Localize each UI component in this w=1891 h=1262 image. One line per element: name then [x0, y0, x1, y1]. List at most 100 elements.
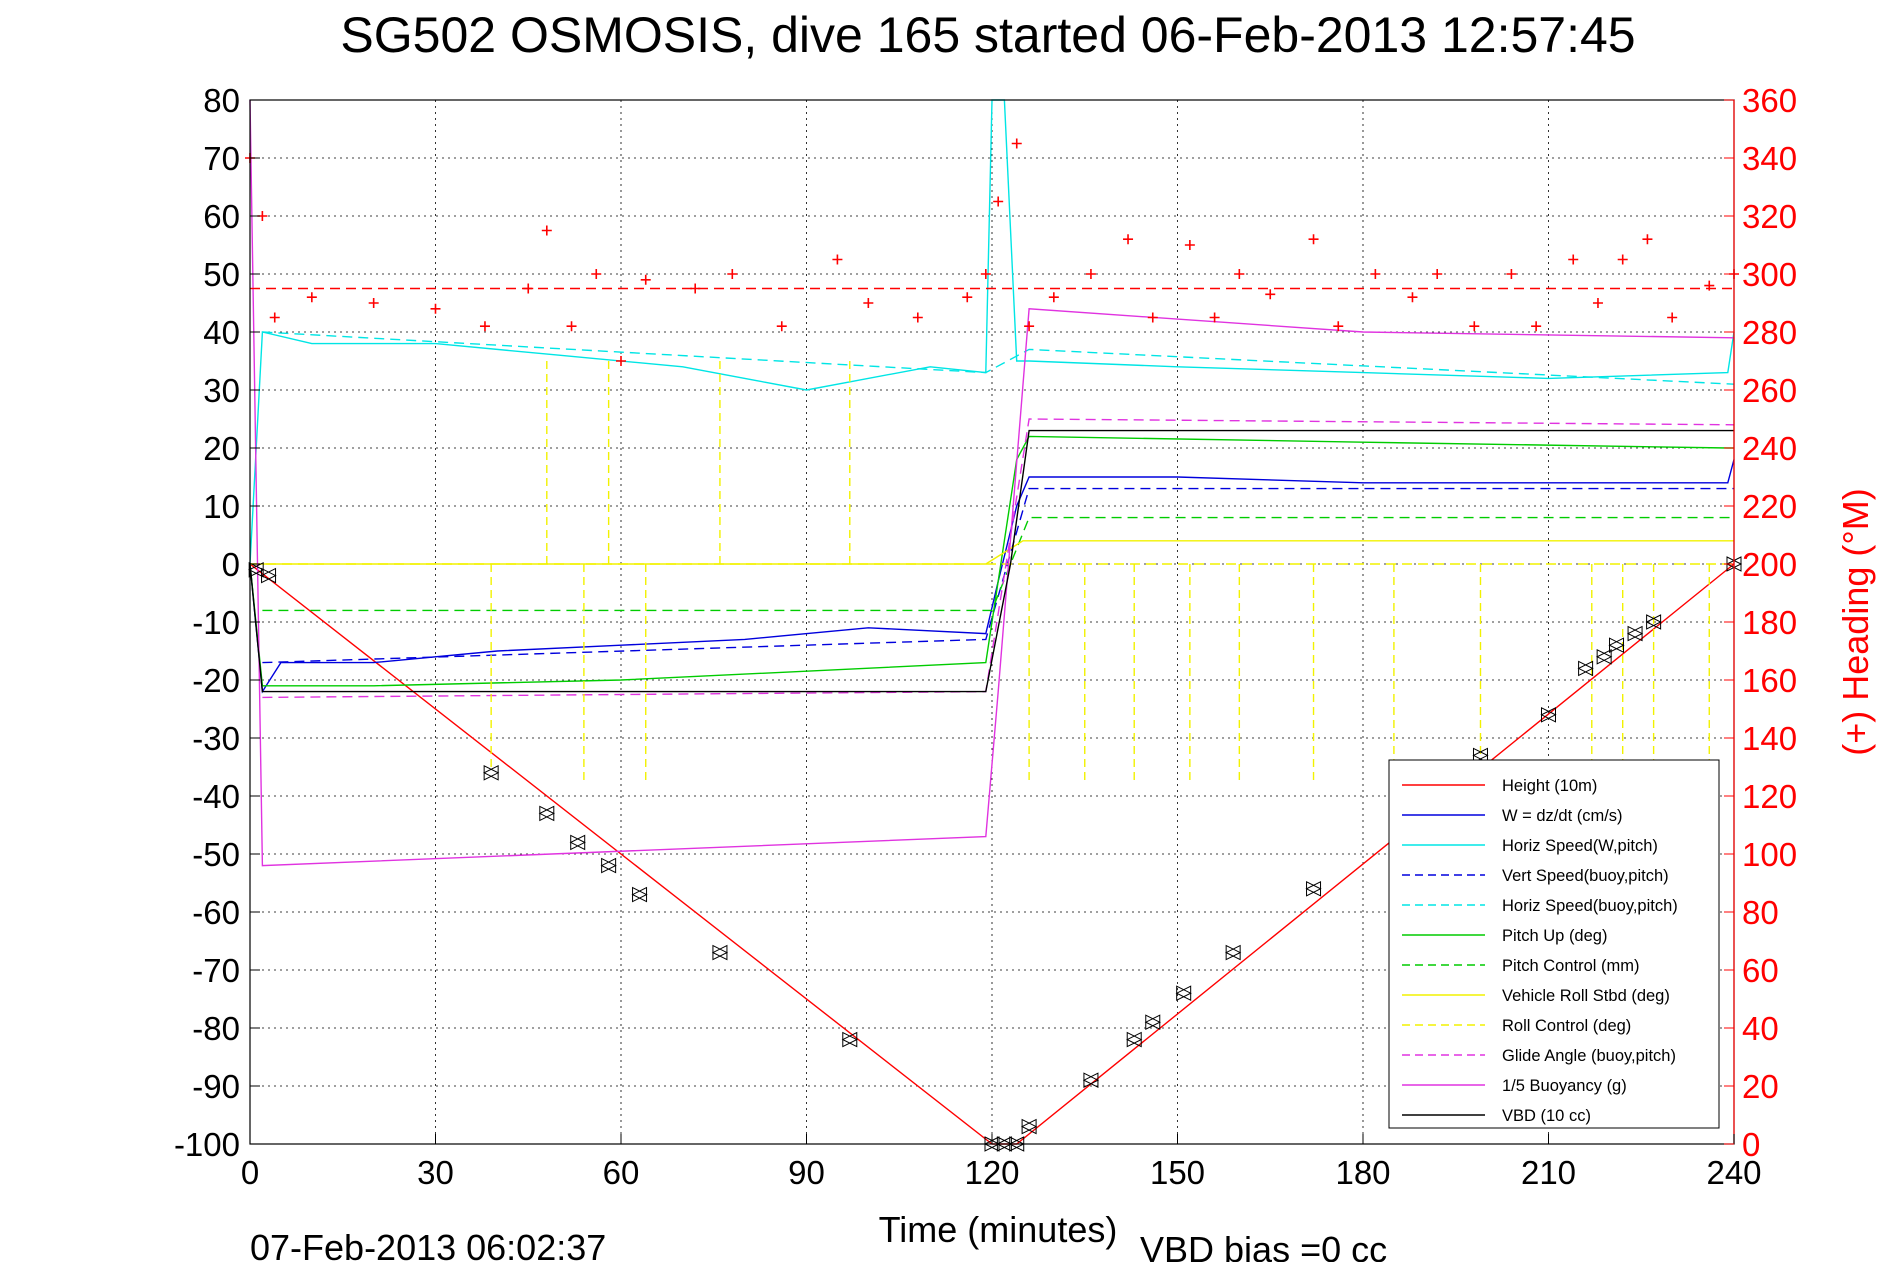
turn-marker: [1020, 1118, 1038, 1135]
chart-title: SG502 OSMOSIS, dive 165 started 06-Feb-2…: [340, 7, 1635, 63]
series-vbd-10-cc: [249, 429, 1734, 693]
heading-point: [1147, 312, 1158, 323]
heading-point: [980, 269, 991, 279]
turn-marker: [260, 567, 277, 584]
x-tick-label: 150: [1150, 1154, 1205, 1191]
heading-point: [863, 298, 874, 308]
series-layer: [245, 99, 1739, 1145]
y-right-tick-label: 180: [1742, 604, 1797, 641]
turn-marker: [1596, 648, 1613, 665]
turn-marker: [1082, 1072, 1100, 1089]
heading-point: [1506, 269, 1517, 279]
turn-marker-left: [1596, 648, 1612, 665]
series-1-5-buoyancy-g: [249, 99, 1735, 867]
y-tick-label: -100: [174, 1126, 240, 1163]
y-tick-label: -20: [192, 662, 240, 699]
heading-point: [368, 298, 379, 308]
legend-entry: Roll Control (deg): [1502, 1017, 1631, 1035]
y-tick-label: 70: [203, 140, 240, 177]
y-right-tick-label: 60: [1742, 952, 1779, 989]
y-tick-label: -40: [192, 778, 240, 815]
y-right-tick-label: 0: [1742, 1126, 1760, 1163]
heading-point: [640, 274, 651, 285]
turn-marker: [483, 764, 500, 781]
x-tick-label: 240: [1706, 1154, 1761, 1191]
heading-point: [1642, 234, 1653, 245]
heading-point: [727, 269, 738, 279]
turn-marker: [631, 886, 648, 903]
y-tick-label: 80: [203, 82, 240, 119]
heading-point: [962, 292, 973, 303]
x-tick-label: 60: [603, 1154, 640, 1191]
series-glide-angle-buoy-pitch: [262, 418, 1735, 699]
y-right-tick-label: 160: [1742, 662, 1797, 699]
series-w-dz-dt-cm-s: [249, 459, 1735, 694]
legend-entry: Horiz Speed(W,pitch): [1502, 837, 1658, 855]
y-right-tick-label: 120: [1742, 778, 1797, 815]
y-tick-label: -10: [192, 604, 240, 641]
heading-point: [1568, 254, 1579, 265]
turn-marker: [1225, 944, 1242, 961]
y-right-tick-label: 40: [1742, 1010, 1779, 1047]
footer-timestamp: 07-Feb-2013 06:02:37: [250, 1227, 606, 1262]
legend-entry: Height (10m): [1502, 777, 1597, 795]
turn-marker-left: [1175, 985, 1192, 1002]
y-right-tick-label: 100: [1742, 836, 1797, 873]
heading-point: [1333, 321, 1344, 332]
y-tick-label: -90: [192, 1068, 240, 1105]
turn-marker: [1645, 614, 1662, 630]
x-tick-label: 180: [1335, 1154, 1390, 1191]
turn-marker-left: [1626, 625, 1643, 642]
heading-point: [306, 292, 317, 303]
turn-marker-left: [1472, 747, 1488, 764]
heading-point: [1011, 138, 1022, 149]
turn-marker-left: [1577, 660, 1594, 677]
x-axis-label: Time (minutes): [879, 1209, 1118, 1250]
heading-point: [616, 356, 626, 366]
heading-point: [1469, 321, 1480, 332]
y-right-tick-label: 240: [1742, 430, 1797, 467]
turn-marker: [1305, 880, 1322, 897]
y-right-tick-label: 360: [1742, 82, 1797, 119]
heading-point: [1123, 234, 1134, 245]
y-right-axis-ticks: 0 20 40 60 80 100 120 140 160 180 200 220 240 260 280 3…: [1724, 82, 1797, 1163]
y-right-tick-label: 280: [1742, 314, 1797, 351]
y-tick-label: -80: [192, 1010, 240, 1047]
heading-point: [912, 312, 923, 323]
y-tick-label: 10: [203, 488, 240, 525]
heading-point: [1308, 234, 1319, 245]
turn-marker: [1608, 637, 1625, 654]
turn-marker-left: [841, 1031, 858, 1048]
turn-marker-left: [1540, 706, 1556, 723]
y-right-axis-label: (+) Heading (°M): [1835, 488, 1876, 755]
y-right-tick-label: 300: [1742, 256, 1797, 293]
turn-marker-left: [600, 857, 617, 874]
turn-marker-left: [1126, 1031, 1142, 1048]
y-tick-label: 40: [203, 314, 240, 351]
turn-marker: [538, 805, 555, 822]
legend-entry: Glide Angle (buoy,pitch): [1502, 1047, 1676, 1065]
heading-point: [1265, 289, 1276, 300]
turn-marker-left: [711, 944, 728, 961]
turn-marker-left: [1225, 944, 1241, 961]
legend-entry: Horiz Speed(buoy,pitch): [1502, 897, 1678, 915]
heading-point: [479, 321, 490, 332]
chart-legend: Height (10m) W = dz/dt (cm/s) Horiz Speed(…: [1388, 759, 1720, 1129]
turn-marker-left: [1144, 1014, 1161, 1031]
turn-marker: [1626, 625, 1644, 642]
heading-point: [1370, 269, 1381, 279]
y-right-tick-label: 200: [1742, 546, 1797, 583]
heading-point: [430, 303, 441, 314]
turn-marker: [1144, 1014, 1161, 1031]
legend-entry: Vert Speed(buoy,pitch): [1502, 867, 1669, 885]
heading-point: [566, 321, 577, 332]
heading-point: [1432, 269, 1443, 279]
series-horiz-speed-w-pitch: [249, 99, 1735, 565]
y-right-tick-label: 320: [1742, 198, 1797, 235]
turn-marker: [569, 834, 586, 851]
legend-entry: W = dz/dt (cm/s): [1502, 807, 1623, 825]
y-tick-label: -60: [192, 894, 240, 931]
heading-point: [269, 312, 280, 323]
y-right-tick-label: 80: [1742, 894, 1779, 931]
